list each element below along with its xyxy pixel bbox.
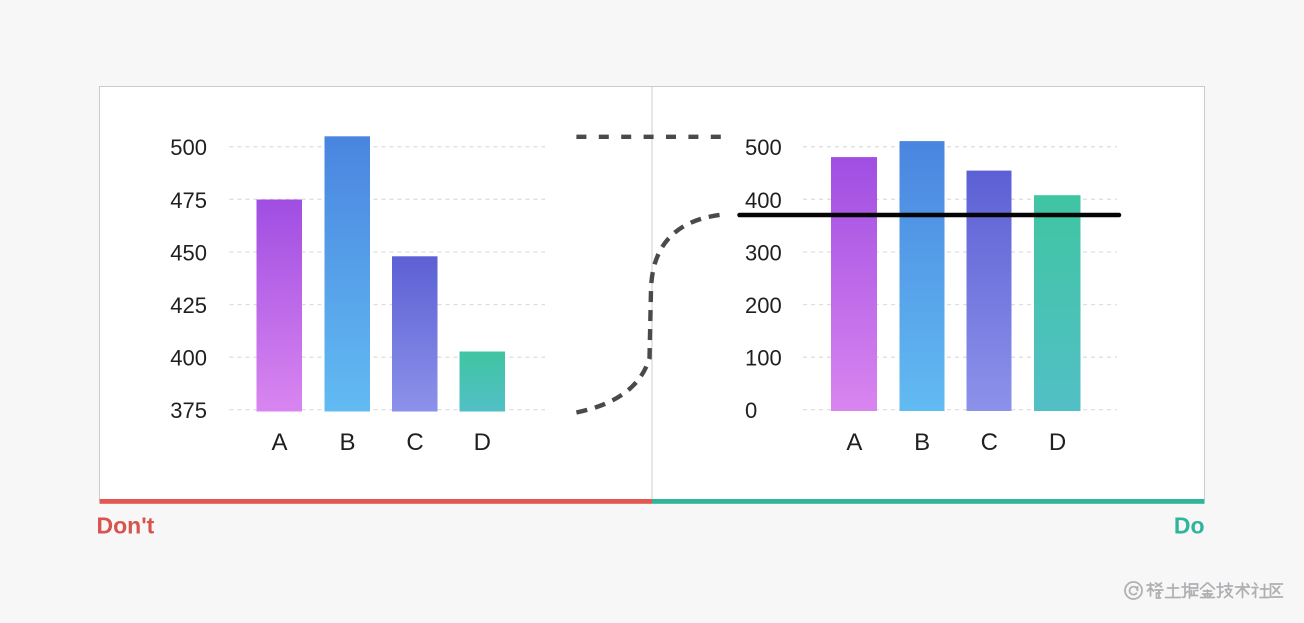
svg-text:D: D xyxy=(474,429,491,456)
svg-text:425: 425 xyxy=(170,293,207,318)
svg-text:0: 0 xyxy=(745,398,757,423)
svg-text:400: 400 xyxy=(745,188,782,213)
svg-text:D: D xyxy=(1049,429,1066,456)
svg-text:Don't: Don't xyxy=(97,512,155,538)
svg-text:A: A xyxy=(846,429,862,456)
svg-text:475: 475 xyxy=(170,188,207,213)
svg-text:C: C xyxy=(406,429,423,456)
svg-text:A: A xyxy=(271,429,287,456)
svg-text:375: 375 xyxy=(170,398,207,423)
svg-text:B: B xyxy=(914,429,930,456)
svg-text:450: 450 xyxy=(170,241,207,266)
svg-text:100: 100 xyxy=(745,346,782,371)
svg-text:400: 400 xyxy=(170,346,207,371)
svg-text:500: 500 xyxy=(745,135,782,160)
svg-text:500: 500 xyxy=(170,135,207,160)
svg-text:C: C xyxy=(981,429,998,456)
svg-text:300: 300 xyxy=(745,241,782,266)
svg-text:Do: Do xyxy=(1174,513,1205,539)
svg-text:B: B xyxy=(339,429,355,456)
svg-text:200: 200 xyxy=(745,293,782,318)
